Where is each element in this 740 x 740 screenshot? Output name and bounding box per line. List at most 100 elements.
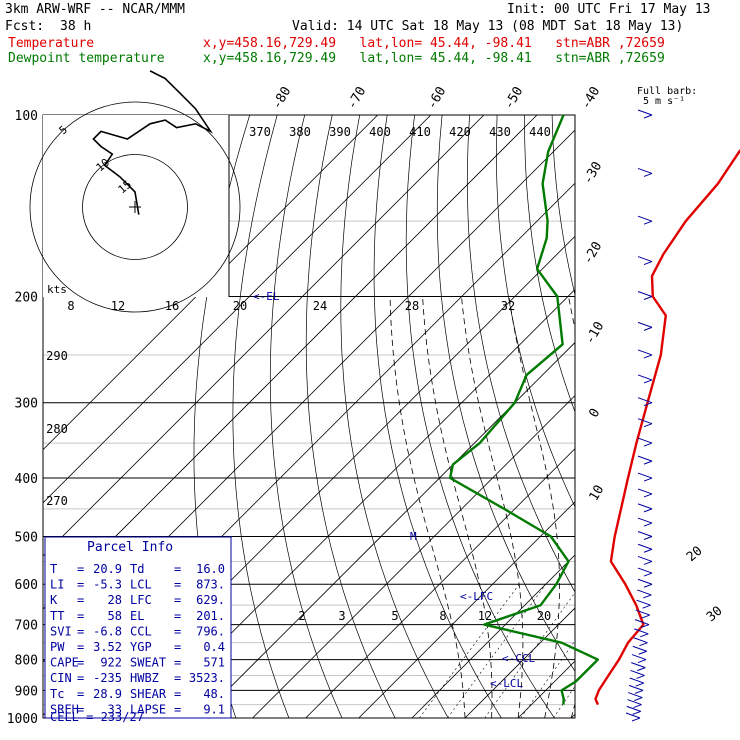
wind-key-scale: 5 m s⁻¹ <box>643 96 685 107</box>
wind-barb <box>643 379 653 384</box>
parcel-eq: = <box>174 609 181 623</box>
parcel-key: LAPSE <box>130 702 166 716</box>
parcel-value: 20.9 <box>93 562 122 576</box>
parcel-value: 873. <box>196 578 225 592</box>
hodograph-speed-label: 12 <box>111 299 125 313</box>
wind-barb <box>638 650 647 655</box>
dry-adiabat <box>690 115 740 718</box>
ccl-marker: <-CCL <box>502 652 535 665</box>
theta-label: 410 <box>409 125 431 139</box>
wind-barb <box>637 567 653 574</box>
isotherm <box>146 288 575 718</box>
parcel-value: -235 <box>93 671 122 685</box>
hodograph-trace <box>92 70 213 215</box>
wind-barb <box>633 704 642 709</box>
pressure-label: 900 <box>15 684 38 699</box>
hodograph-speed-label: 28 <box>405 299 419 313</box>
parcel-value: 33 <box>108 702 122 716</box>
wind-barb <box>643 172 653 177</box>
el-marker: <-EL <box>253 290 280 303</box>
moist-adiabat <box>598 297 659 719</box>
isotherm <box>305 448 575 718</box>
pressure-label: 100 <box>15 109 38 124</box>
temperature-location: x,y=458.16,729.49 lat,lon= 45.44, -98.41… <box>203 36 665 51</box>
dry-adiabat <box>373 115 502 718</box>
wind-barb <box>625 712 641 719</box>
wind-barb <box>643 442 653 447</box>
theta-label: 380 <box>289 125 311 139</box>
pressure-label: 400 <box>15 472 38 487</box>
wind-barb <box>630 669 645 676</box>
pressure-label: 600 <box>15 578 38 593</box>
dry-adiabat <box>551 115 575 297</box>
dry-adiabat <box>232 115 290 718</box>
wind-barb <box>643 548 653 553</box>
dry-adiabat <box>305 115 396 718</box>
parcel-value: -6.8 <box>93 624 122 638</box>
isotherm <box>43 115 485 557</box>
wind-barb <box>635 609 650 616</box>
isotherm <box>517 660 575 718</box>
wind-barb <box>634 619 650 626</box>
wind-barb <box>631 654 647 661</box>
isotherm-label: 20 <box>684 544 706 566</box>
wind-barb <box>637 215 653 222</box>
lcl-marker: <-LCL <box>490 677 523 690</box>
wind-barb <box>643 326 653 331</box>
fcst-label: Fcst: <box>5 19 45 34</box>
parcel-key: HWBZ <box>130 671 159 685</box>
isotherm-label: -70 <box>345 84 370 112</box>
parcel-key: LCL <box>130 578 152 592</box>
isotherm-label: -60 <box>425 84 450 112</box>
dry-adiabat <box>466 115 575 593</box>
isotherm <box>199 341 575 718</box>
wind-barb <box>643 560 653 565</box>
init-time: Init: 00 UTC Fri 17 May 13 <box>507 2 711 17</box>
wind-barb <box>634 697 643 702</box>
parcel-key: SVI <box>50 624 72 638</box>
parcel-eq: = <box>77 687 84 701</box>
parcel-eq: = <box>174 656 181 670</box>
wind-barb <box>627 699 642 706</box>
wind-barb <box>637 589 652 596</box>
wind-barb <box>633 637 648 644</box>
wind-barb <box>643 572 653 577</box>
pressure-label: 500 <box>15 530 38 545</box>
wind-barb <box>634 689 644 694</box>
parcel-key: YGP <box>130 640 152 654</box>
parcel-eq: = <box>77 671 84 685</box>
wind-barb <box>637 374 653 381</box>
isotherm-label: -50 <box>502 84 527 112</box>
wind-barb <box>628 684 644 691</box>
theta-label: 420 <box>449 125 471 139</box>
parcel-eq: = <box>77 640 84 654</box>
wind-barb <box>643 354 653 359</box>
wind-barb <box>637 455 653 462</box>
dry-adiabat <box>405 115 555 718</box>
parcel-key: SHEAR <box>130 687 167 701</box>
dewpoint-profile <box>448 114 599 705</box>
wind-barb <box>643 460 653 465</box>
pressure-label: 200 <box>15 291 38 306</box>
dry-adiabat <box>340 115 449 718</box>
theta-left-label: 270 <box>46 494 68 508</box>
pressure-label: 800 <box>15 654 38 669</box>
isotherm-label: -20 <box>581 239 606 267</box>
hodograph-speed-label: 20 <box>233 299 247 313</box>
moist-adiabat <box>651 297 740 719</box>
lfc-marker: <-LFC <box>460 590 493 603</box>
parcel-value: 3523. <box>189 671 225 685</box>
wind-barb <box>643 296 653 300</box>
temperature-legend: Temperature <box>8 36 95 51</box>
parcel-value: 0.4 <box>203 640 225 654</box>
hodograph-speed-label: 16 <box>165 299 179 313</box>
dry-adiabat <box>717 115 740 718</box>
dry-adiabat <box>436 115 575 672</box>
mixing-ratio-line <box>520 640 575 718</box>
wind-barb <box>637 109 653 116</box>
wind-barb <box>637 291 653 297</box>
mixing-ratio-label: 12 <box>478 609 492 623</box>
parcel-key: CIN <box>50 671 72 685</box>
